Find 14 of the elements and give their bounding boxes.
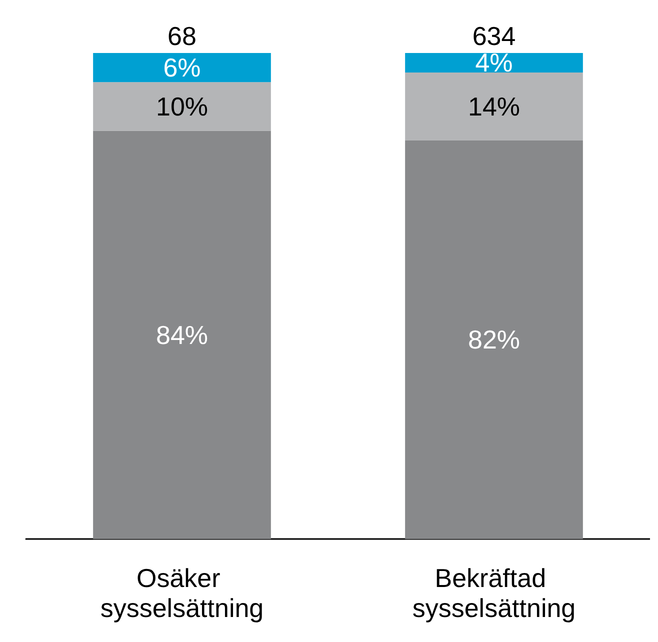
annotation: 68 [168, 21, 196, 51]
bar [93, 82, 271, 131]
data-label: 14% [468, 91, 520, 122]
bar [405, 140, 583, 539]
bar [405, 53, 583, 72]
data-label: 10% [156, 91, 208, 122]
bar [405, 72, 583, 140]
x-tick-label: Osäker sysselsättning [100, 563, 264, 623]
x-tick-label: Bekräftad sysselsättning [412, 563, 576, 623]
data-label: 82% [468, 324, 520, 355]
data-label: 6% [163, 52, 201, 83]
bar [93, 130, 271, 539]
data-label: 84% [156, 320, 208, 350]
bar [93, 53, 271, 82]
